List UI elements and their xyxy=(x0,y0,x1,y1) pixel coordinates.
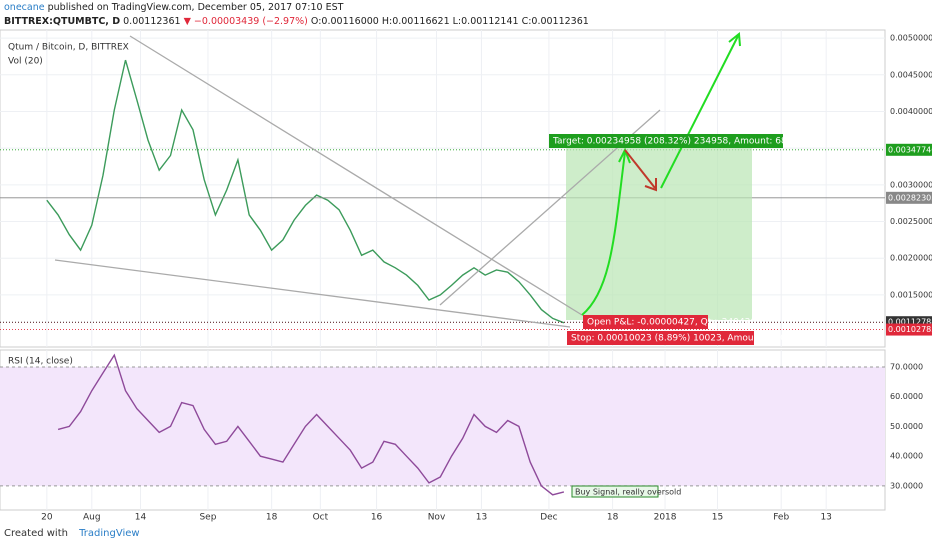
price-tag-label: 0.00112788 xyxy=(888,318,932,327)
header: onecane published on TradingView.com, De… xyxy=(4,1,589,29)
symbol: BITTREX:QTUMBTC, D xyxy=(4,16,121,27)
arrow-head xyxy=(644,178,657,192)
ohlc: O:0.00116000 H:0.00116621 L:0.00112141 C… xyxy=(310,16,589,27)
price-line xyxy=(57,353,565,496)
arrow xyxy=(660,35,739,189)
pnl-label: Open P&L: -0.00000427, Qty: 2494263 xyxy=(587,318,762,328)
price-tag xyxy=(886,323,932,336)
price-tag-label: 0.00282303 xyxy=(888,193,932,202)
brand[interactable]: TradingView xyxy=(79,528,140,539)
arrow xyxy=(624,149,656,189)
stop-box xyxy=(567,331,754,345)
price-line xyxy=(46,59,565,324)
rsi-band xyxy=(0,366,885,486)
signal-label: Buy Signal, really oversold xyxy=(575,488,681,497)
rsi-title: RSI (14, close) xyxy=(8,357,73,367)
last: 0.00112361 xyxy=(123,16,181,27)
chart: 20 Aug 14 Sep 18 Oct 16 Nov 13 Dec 18 2018 15 Feb 13 0.… xyxy=(0,29,932,523)
x-tick-label: 2018 xyxy=(654,513,677,523)
x-tick-label: 13 xyxy=(820,513,831,523)
x-tick-label: 18 xyxy=(266,513,278,523)
y-tick-label: 50.0000 xyxy=(890,422,923,431)
x-tick-label: 18 xyxy=(607,513,619,523)
trendline xyxy=(129,35,583,316)
x-tick-label: Oct xyxy=(313,513,329,523)
y-tick-label: 60.0000 xyxy=(890,392,923,401)
change: ▼ −0.00003439 (−2.97%) xyxy=(183,16,308,27)
price-tag-label: 0.00347746 xyxy=(888,145,932,154)
signal-box xyxy=(571,485,659,498)
price-tag xyxy=(886,191,932,204)
price-tag xyxy=(886,143,932,156)
pane-title: Qtum / Bitcoin, D, BITTREX xyxy=(8,43,129,53)
x-tick-label: Aug xyxy=(83,513,101,523)
x-tick-label: Feb xyxy=(773,513,789,523)
x-tick-label: 15 xyxy=(712,513,723,523)
arrow xyxy=(581,151,626,316)
x-tick-label: 14 xyxy=(135,513,147,523)
trendline xyxy=(54,259,571,328)
x-tick-label: Dec xyxy=(540,513,557,523)
created: Created with xyxy=(4,528,68,539)
y-tick-label: 30.0000 xyxy=(890,481,923,490)
author[interactable]: onecane xyxy=(4,2,45,13)
x-tick-label: Nov xyxy=(428,513,446,523)
x-tick-label: 13 xyxy=(476,513,487,523)
footer: Created with TradingView xyxy=(4,528,140,539)
stop-label: Stop: 0.00010023 (8.89%) 10023, Amount: … xyxy=(571,334,786,344)
arrow-head xyxy=(728,32,741,47)
y-tick-label: 70.0000 xyxy=(890,362,923,371)
price-tag-label: 0.00102785 xyxy=(888,325,932,334)
price-pane xyxy=(0,29,886,348)
x-tick-label: 16 xyxy=(371,513,383,523)
y-tick-label: 40.0000 xyxy=(890,452,923,461)
target-label: Target: 0.00234958 (208.32%) 234958, Amo… xyxy=(552,137,812,147)
x-tick-label: 20 xyxy=(41,513,53,523)
published: published on TradingView.com, December 0… xyxy=(47,2,344,13)
x-tick-label: Sep xyxy=(199,513,216,523)
target-zone xyxy=(566,148,752,320)
indicator-title: Vol (20) xyxy=(8,57,43,67)
target-box xyxy=(549,134,783,148)
pnl-box xyxy=(583,315,708,329)
